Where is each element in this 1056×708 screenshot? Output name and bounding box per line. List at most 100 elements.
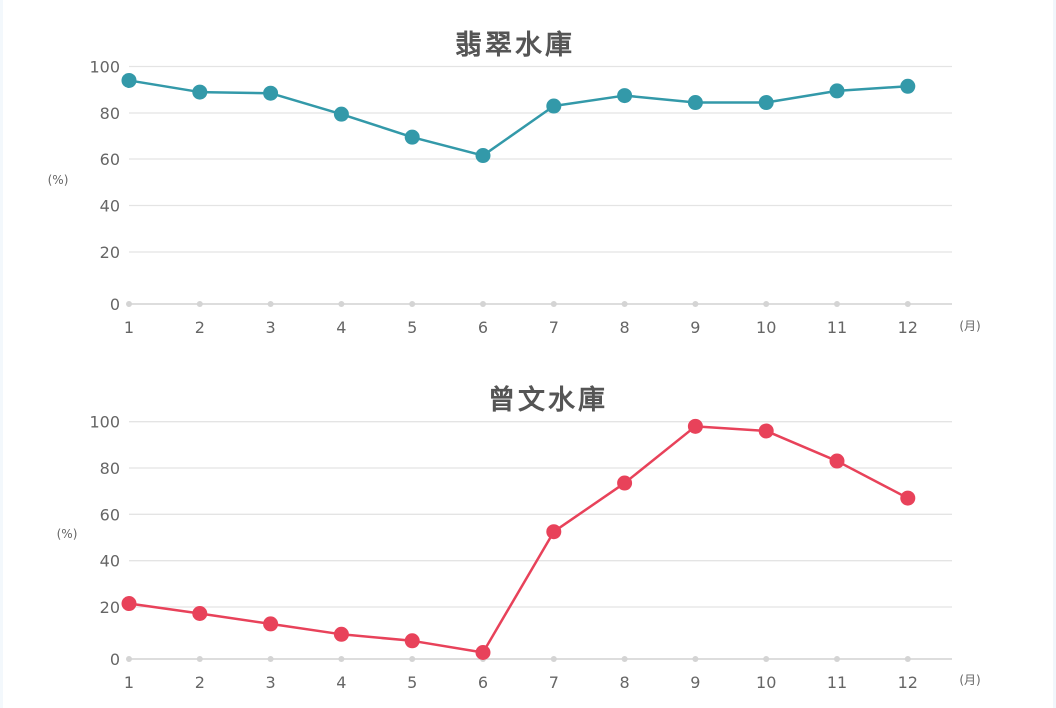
x-tick-dot bbox=[692, 301, 699, 307]
y-axis-ticks: 0 20 40 60 80 100 bbox=[89, 58, 120, 315]
x-tick-dot bbox=[550, 656, 557, 662]
data-point-marker[interactable] bbox=[121, 596, 137, 612]
series-line bbox=[128, 79, 908, 157]
chart-title: 翡翠水庫 bbox=[455, 30, 575, 61]
x-tick-dot bbox=[692, 656, 699, 662]
x-axis-unit-label: (月) bbox=[959, 673, 980, 687]
x-tick-dot bbox=[834, 656, 840, 662]
x-tick-label: 3 bbox=[266, 318, 276, 337]
data-point-marker[interactable] bbox=[404, 633, 420, 649]
x-axis-ticks: 1 2 3 4 5 6 7 8 9 10 11 12 bbox=[124, 301, 918, 337]
data-point-marker[interactable] bbox=[333, 626, 349, 642]
x-tick-label: 8 bbox=[620, 318, 630, 337]
x-tick-dot bbox=[763, 656, 770, 662]
x-tick-label: 9 bbox=[690, 318, 700, 337]
data-point-marker[interactable] bbox=[617, 88, 633, 104]
y-axis-unit-label: (%) bbox=[57, 527, 78, 541]
data-point-marker[interactable] bbox=[546, 98, 562, 114]
x-tick-label: 1 bbox=[124, 318, 134, 337]
data-point-marker[interactable] bbox=[475, 148, 491, 164]
left-edge bbox=[0, 0, 3, 708]
series-line bbox=[128, 425, 909, 654]
x-tick-dot bbox=[267, 301, 274, 307]
data-point-marker[interactable] bbox=[900, 78, 916, 94]
x-tick-dot bbox=[338, 656, 345, 662]
y-tick-label: 0 bbox=[110, 650, 120, 669]
x-tick-label: 9 bbox=[690, 673, 700, 692]
gridlines bbox=[129, 65, 952, 305]
right-edge bbox=[1053, 0, 1056, 708]
y-tick-label: 60 bbox=[100, 150, 120, 169]
x-tick-label: 2 bbox=[195, 673, 205, 692]
y-tick-label: 20 bbox=[100, 598, 120, 617]
x-tick-label: 8 bbox=[620, 673, 630, 692]
x-tick-dot bbox=[338, 301, 345, 307]
y-axis-ticks: 0 20 40 60 80 100 bbox=[89, 413, 120, 669]
chart-title: 曾文水庫 bbox=[488, 384, 608, 416]
data-point-marker[interactable] bbox=[475, 645, 491, 660]
x-tick-label: 6 bbox=[478, 673, 488, 692]
data-point-marker[interactable] bbox=[687, 95, 703, 111]
data-point-marker[interactable] bbox=[192, 84, 208, 100]
y-tick-label: 40 bbox=[100, 552, 120, 571]
y-tick-label: 80 bbox=[100, 459, 120, 478]
data-point-marker[interactable] bbox=[404, 129, 420, 145]
y-tick-label: 100 bbox=[89, 58, 120, 77]
x-axis-unit-label: (月) bbox=[959, 319, 980, 333]
x-tick-label: 11 bbox=[827, 673, 847, 692]
data-series-line bbox=[121, 418, 916, 660]
x-tick-dot bbox=[480, 301, 486, 307]
data-point-marker[interactable] bbox=[192, 606, 208, 621]
gridlines bbox=[129, 421, 952, 660]
data-point-marker[interactable] bbox=[333, 106, 349, 122]
x-tick-label: 7 bbox=[549, 673, 559, 692]
data-point-marker[interactable] bbox=[829, 453, 845, 469]
x-tick-dot bbox=[196, 301, 203, 307]
x-tick-dot bbox=[904, 301, 911, 307]
x-tick-label: 5 bbox=[407, 673, 417, 692]
x-tick-label: 1 bbox=[124, 673, 134, 692]
x-tick-dot bbox=[267, 656, 274, 662]
y-tick-label: 0 bbox=[110, 295, 120, 314]
x-tick-dot bbox=[904, 656, 911, 662]
x-tick-label: 7 bbox=[549, 318, 559, 337]
data-series-line bbox=[121, 72, 916, 164]
x-tick-dot bbox=[409, 656, 416, 662]
x-tick-dot bbox=[834, 301, 840, 307]
x-tick-label: 6 bbox=[478, 318, 488, 337]
x-axis-ticks: 1 2 3 4 5 6 7 8 9 10 11 12 bbox=[124, 656, 918, 692]
x-tick-label: 10 bbox=[756, 318, 776, 337]
x-tick-dot bbox=[621, 301, 628, 307]
data-point-marker[interactable] bbox=[687, 418, 703, 434]
y-tick-label: 100 bbox=[89, 413, 120, 432]
x-tick-label: 4 bbox=[336, 673, 346, 692]
data-point-marker[interactable] bbox=[121, 72, 137, 88]
y-tick-label: 60 bbox=[100, 505, 120, 524]
x-tick-dot bbox=[763, 301, 770, 307]
x-tick-label: 2 bbox=[195, 318, 205, 337]
x-tick-dot bbox=[126, 656, 132, 662]
x-tick-label: 10 bbox=[756, 673, 776, 692]
data-point-marker[interactable] bbox=[263, 616, 279, 632]
x-tick-label: 12 bbox=[898, 673, 918, 692]
x-tick-dot bbox=[409, 301, 416, 307]
x-tick-label: 4 bbox=[336, 318, 346, 337]
x-tick-dot bbox=[550, 301, 557, 307]
data-point-marker[interactable] bbox=[546, 524, 562, 540]
x-tick-label: 11 bbox=[827, 318, 847, 337]
x-tick-label: 5 bbox=[407, 318, 417, 337]
x-tick-label: 12 bbox=[898, 318, 918, 337]
data-point-marker[interactable] bbox=[758, 95, 774, 111]
y-tick-label: 40 bbox=[100, 197, 120, 216]
y-axis-unit-label: (%) bbox=[48, 173, 69, 187]
data-point-marker[interactable] bbox=[263, 85, 279, 101]
x-tick-dot bbox=[621, 656, 628, 662]
data-point-marker[interactable] bbox=[617, 475, 633, 491]
data-point-marker[interactable] bbox=[758, 423, 774, 439]
x-tick-label: 3 bbox=[266, 673, 276, 692]
data-point-marker[interactable] bbox=[829, 83, 845, 99]
x-tick-dot bbox=[196, 656, 203, 662]
data-point-marker[interactable] bbox=[900, 490, 916, 506]
